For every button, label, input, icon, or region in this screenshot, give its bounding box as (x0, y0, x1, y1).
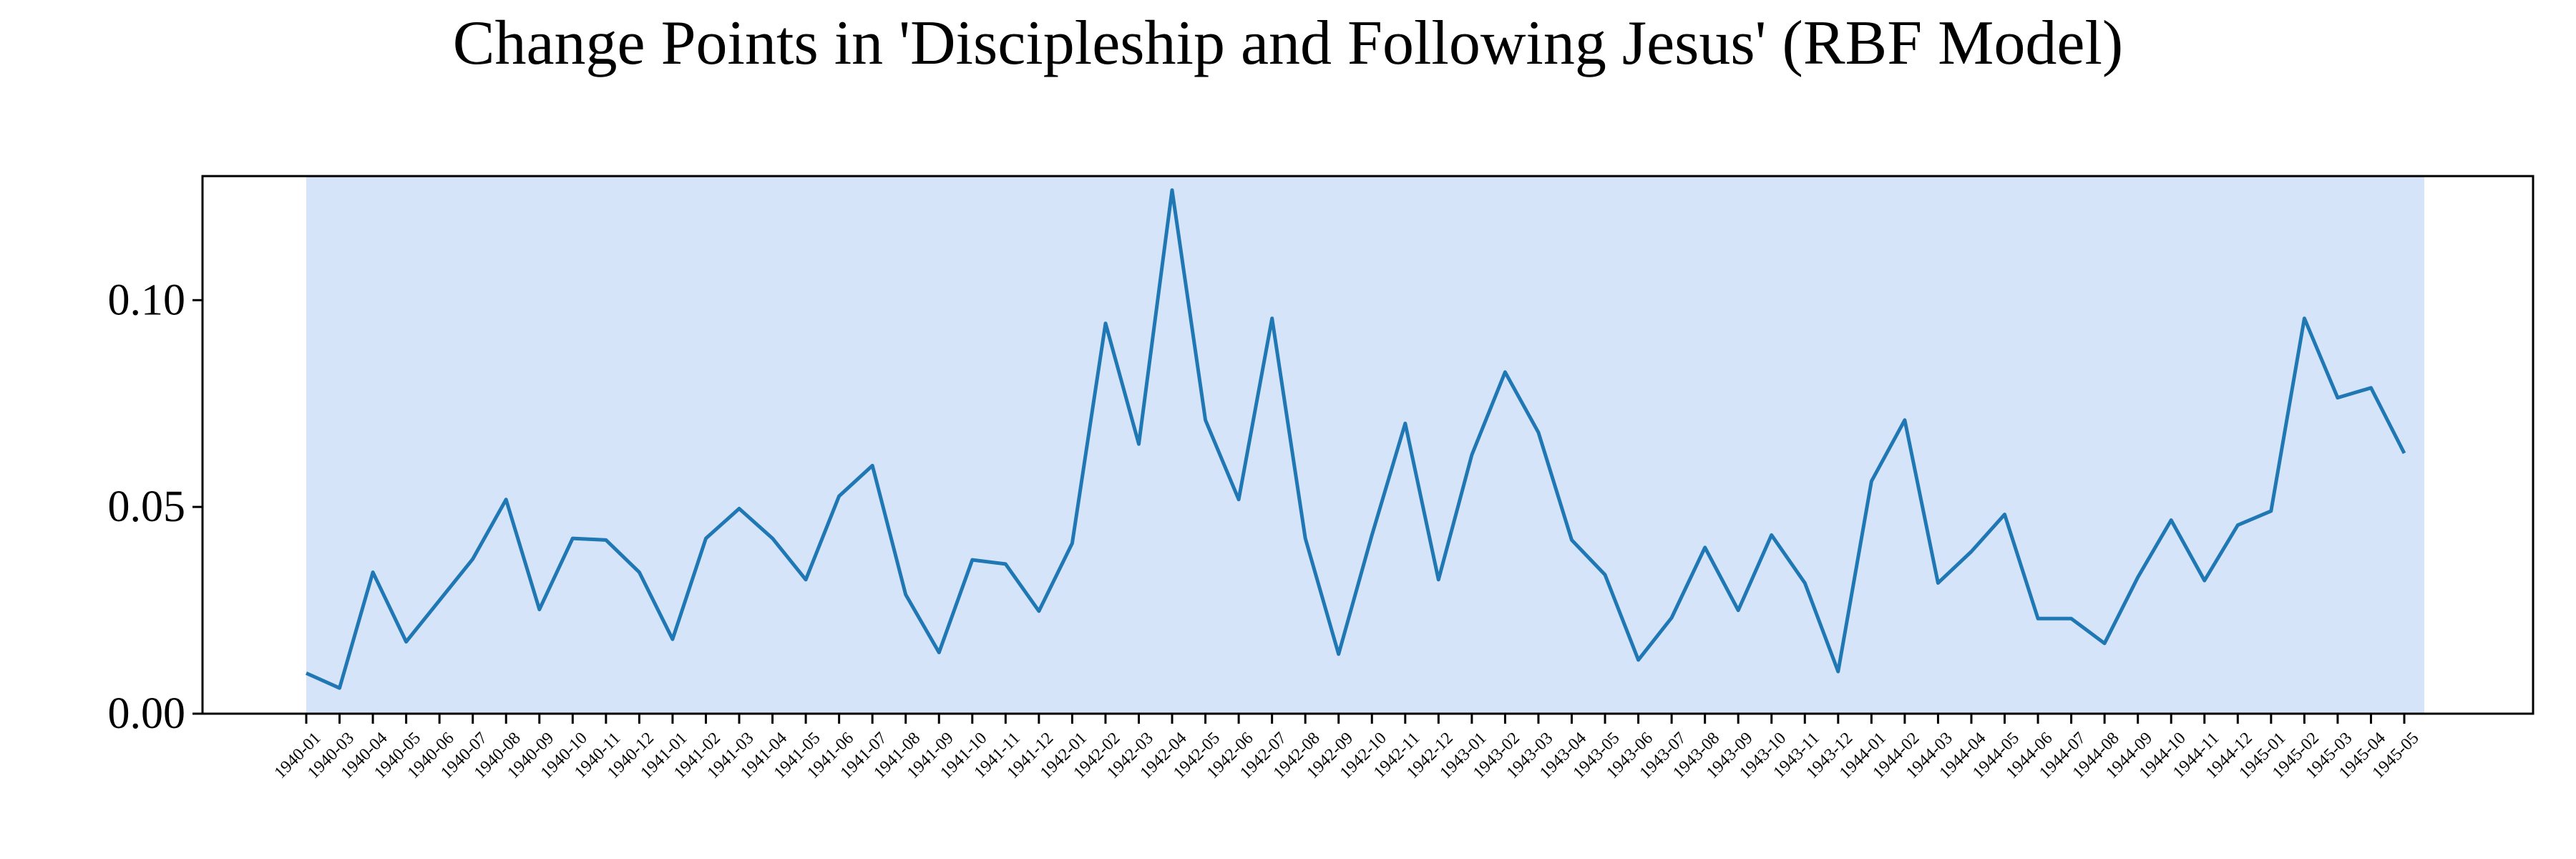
y-tick-label: 0.10 (108, 276, 186, 324)
change-point-segment (306, 176, 2424, 714)
y-tick-label: 0.05 (108, 482, 186, 531)
series-lines (305, 188, 2406, 690)
change-point-segments (306, 176, 2424, 714)
y-axis: 0.00 0.05 0.10 (108, 276, 203, 738)
plot-frame (201, 175, 2534, 715)
chart-title: Change Points in 'Discipleship and Follo… (452, 9, 2124, 78)
y-tick-label: 0.00 (108, 689, 186, 738)
x-axis: 1940-011940-031940-041940-051940-061940-… (271, 714, 2423, 782)
series-line-0 (305, 188, 2406, 690)
